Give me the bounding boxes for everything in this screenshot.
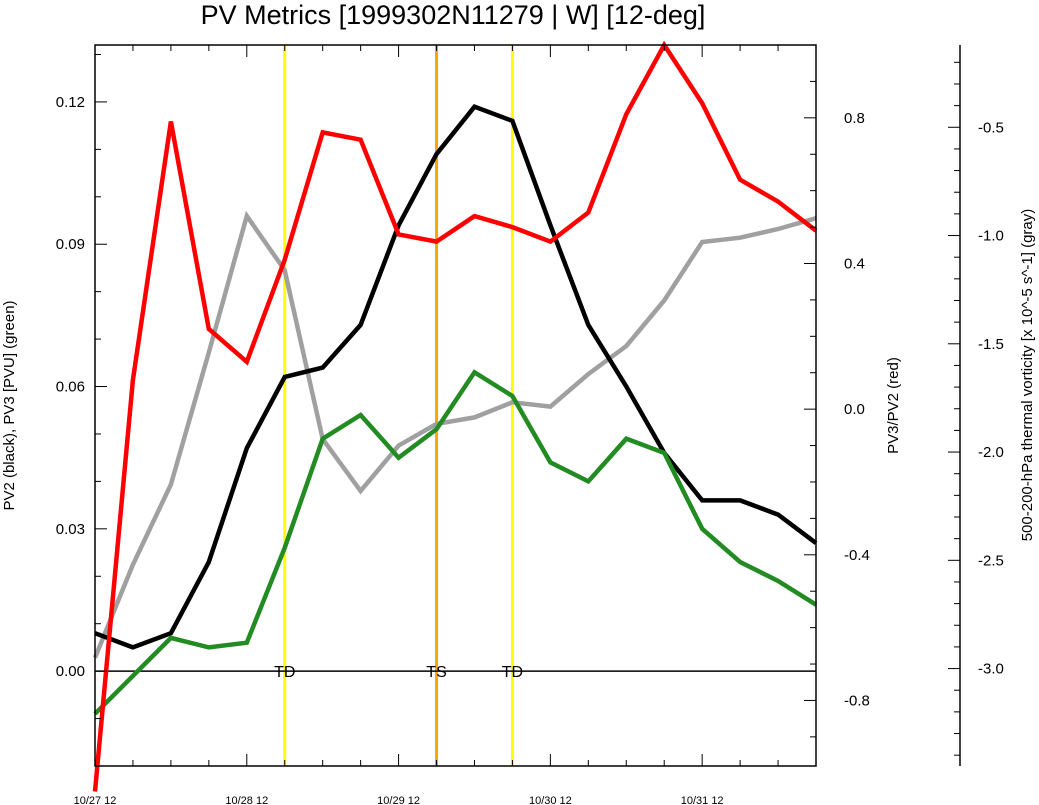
left-tick-label-1: 0.03 [56,521,85,538]
series-line-3 [92,210,817,659]
left-tick-label-0: 0.00 [56,663,85,680]
right-tick-label-0: -0.8 [844,692,870,709]
far-right-tick-label-2: -2.0 [978,444,1004,461]
vertical-markers [283,45,514,766]
x-tick-label-4: 10/31 12 [681,795,724,805]
marker-label-0: TD [274,664,295,681]
x-tick-label-1: 10/28 12 [225,795,268,805]
right-tick-label-2: 0.0 [844,401,865,418]
left-tick-label-3: 0.09 [56,236,85,253]
far-right-tick-label-5: -0.5 [978,119,1004,136]
series-line-1 [93,369,818,716]
series-line-2 [92,40,818,792]
series-line-0 [94,104,818,650]
far-right-axis-label: 500-200-hPa thermal vorticity [x 10^-5 s… [1019,209,1036,542]
far-right-tick-label-3: -1.5 [978,336,1004,353]
x-tick-label-0: 10/27 12 [74,795,117,805]
left-tick-label-4: 0.12 [56,94,85,111]
plot-frame [94,44,817,767]
right-tick-label-4: 0.8 [844,110,865,127]
data-series [92,40,818,792]
x-tick-label-3: 10/30 12 [529,795,572,805]
marker-label-2: TD [502,664,523,681]
far-right-tick-label-1: -2.5 [978,552,1004,569]
far-right-tick-label-4: -1.0 [978,228,1004,245]
axes: 0.00 0.03 0.06 0.09 0.12 -0.8 -0.4 0.0 0.4 0.8 10/… [56,44,1004,805]
left-axis-label: PV2 (black), PV3 [PVU] (green) [1,300,18,510]
marker-label-1: TS [426,664,446,681]
chart-title: PV Metrics [1999302N11279 | W] [12-deg] [201,0,706,30]
marker-labels: TD TS TD [274,664,523,681]
left-tick-label-2: 0.06 [56,379,85,396]
right-tick-label-1: -0.4 [844,547,870,564]
x-tick-label-2: 10/29 12 [377,795,420,805]
right-axis-label: PV3/PV2 (red) [885,357,902,454]
far-right-tick-label-0: -3.0 [978,661,1004,678]
right-tick-label-3: 0.4 [844,255,865,272]
